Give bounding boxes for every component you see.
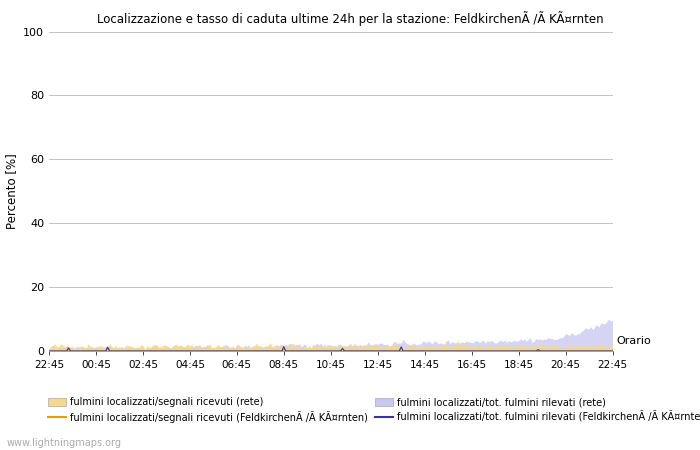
Text: Orario: Orario (616, 337, 651, 347)
Text: Localizzazione e tasso di caduta ultime 24h per la stazione: FeldkirchenÃ /Ã KÃ¤: Localizzazione e tasso di caduta ultime … (97, 11, 603, 26)
Text: www.lightningmaps.org: www.lightningmaps.org (7, 438, 122, 448)
Legend: fulmini localizzati/segnali ricevuti (rete), fulmini localizzati/segnali ricevut: fulmini localizzati/segnali ricevuti (re… (48, 397, 700, 423)
Y-axis label: Percento [%]: Percento [%] (5, 153, 18, 229)
